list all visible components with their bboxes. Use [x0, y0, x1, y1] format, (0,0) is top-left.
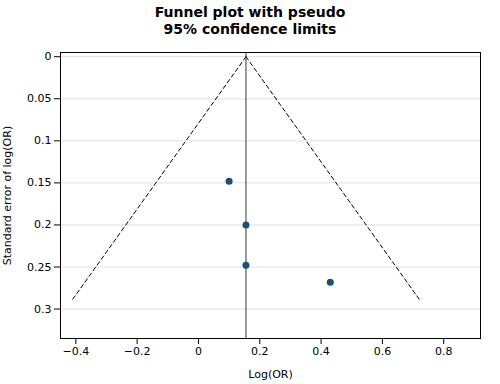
svg-text:0.6: 0.6 [374, 345, 392, 358]
svg-text:0.1: 0.1 [34, 134, 52, 147]
svg-text:0.8: 0.8 [435, 345, 453, 358]
svg-text:0.05: 0.05 [27, 92, 52, 105]
svg-text:Standard error of log(OR): Standard error of log(OR) [1, 125, 14, 264]
svg-text:0.25: 0.25 [27, 260, 52, 273]
svg-text:0.4: 0.4 [312, 345, 330, 358]
svg-text:0: 0 [195, 345, 202, 358]
svg-text:−0.2: −0.2 [124, 345, 151, 358]
svg-text:−0.4: −0.4 [62, 345, 89, 358]
html-text:Funnel plot with pseudo 95% co: Funnel plot with pseudo 95% confidence l… [154, 4, 346, 37]
svg-text:0: 0 [45, 50, 52, 63]
svg-text:0.2: 0.2 [251, 345, 269, 358]
svg-text:0.15: 0.15 [27, 176, 52, 189]
svg-text:0.3: 0.3 [34, 302, 52, 315]
svg-text:Log(OR): Log(OR) [248, 367, 293, 380]
svg-text:0.2: 0.2 [34, 218, 52, 231]
